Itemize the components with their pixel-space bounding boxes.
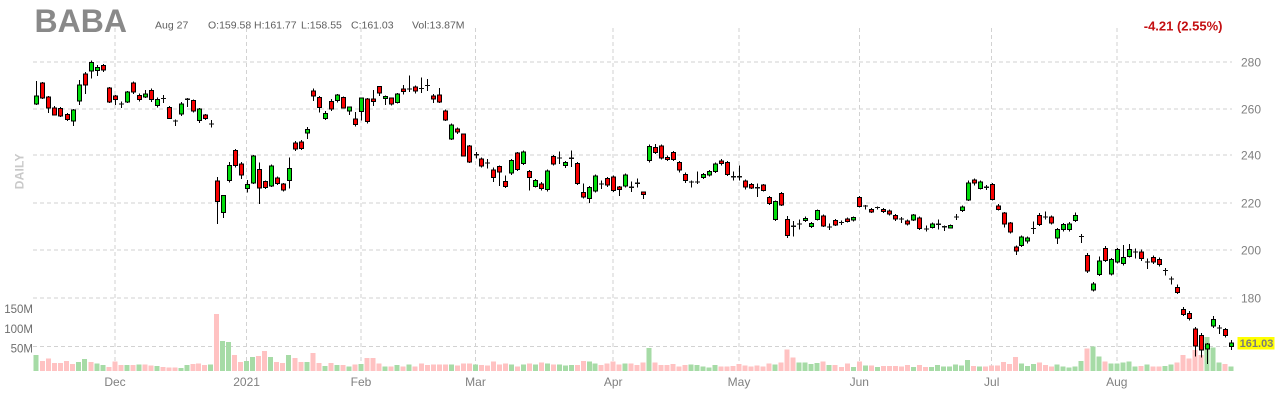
svg-text:H:161.77: H:161.77 xyxy=(254,20,297,32)
svg-text:DAILY: DAILY xyxy=(13,153,27,189)
svg-text:Jul: Jul xyxy=(984,375,999,389)
svg-text:Mar: Mar xyxy=(465,375,486,389)
svg-text:Vol:13.87M: Vol:13.87M xyxy=(412,20,465,32)
svg-text:220: 220 xyxy=(1241,197,1261,211)
svg-text:BABA: BABA xyxy=(35,3,127,39)
svg-text:Apr: Apr xyxy=(604,375,623,389)
svg-text:240: 240 xyxy=(1241,149,1261,163)
svg-text:Aug: Aug xyxy=(1106,375,1127,389)
svg-text:161.03: 161.03 xyxy=(1240,338,1274,350)
svg-text:100M: 100M xyxy=(4,324,33,336)
svg-text:50M: 50M xyxy=(11,344,33,356)
svg-text:-4.21 (2.55%): -4.21 (2.55%) xyxy=(1144,19,1223,34)
svg-text:Aug 27: Aug 27 xyxy=(155,20,188,32)
svg-text:Dec: Dec xyxy=(104,375,125,389)
svg-text:200: 200 xyxy=(1241,244,1261,258)
svg-text:280: 280 xyxy=(1241,56,1261,70)
svg-text:Feb: Feb xyxy=(351,375,372,389)
svg-text:O:159.58: O:159.58 xyxy=(208,20,251,32)
svg-text:180: 180 xyxy=(1241,292,1261,306)
svg-text:150M: 150M xyxy=(4,304,33,316)
svg-text:260: 260 xyxy=(1241,103,1261,117)
svg-text:L:158.55: L:158.55 xyxy=(301,20,342,32)
svg-text:C:161.03: C:161.03 xyxy=(351,20,394,32)
svg-text:May: May xyxy=(728,375,751,389)
svg-text:Jun: Jun xyxy=(850,375,869,389)
svg-text:2021: 2021 xyxy=(233,375,260,389)
